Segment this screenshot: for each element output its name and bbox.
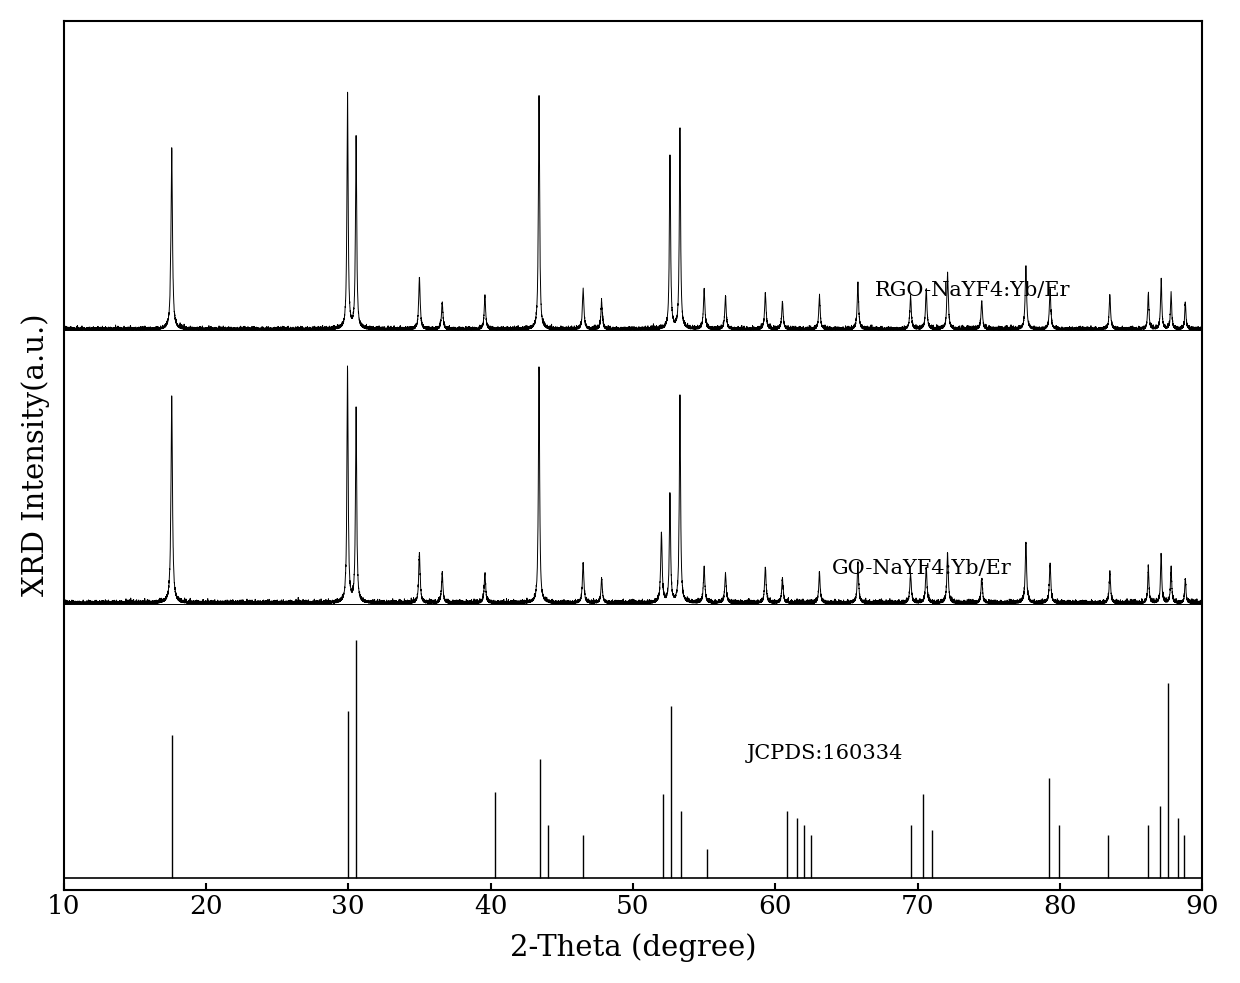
X-axis label: 2-Theta (degree): 2-Theta (degree) [510, 934, 756, 962]
Text: RGO-NaYF4:Yb/Er: RGO-NaYF4:Yb/Er [875, 281, 1070, 301]
Y-axis label: XRD Intensity(a.u.): XRD Intensity(a.u.) [21, 314, 50, 597]
Text: JCPDS:160334: JCPDS:160334 [746, 744, 903, 764]
Text: GO-NaYF4:Yb/Er: GO-NaYF4:Yb/Er [832, 558, 1012, 578]
